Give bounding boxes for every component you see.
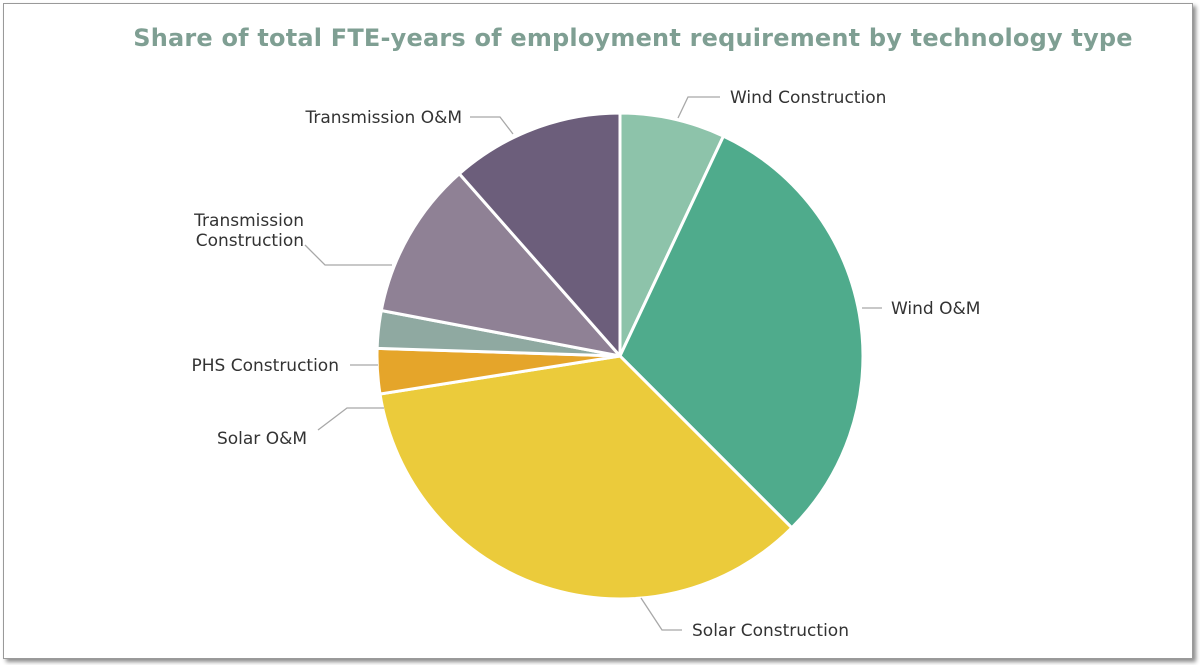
leader-line (640, 597, 682, 631)
slice-label: Solar O&M (217, 429, 307, 449)
slice-label: Construction (196, 231, 304, 251)
pie-slice-transmission-construction (379, 172, 622, 358)
pie-slice-solar-construction (378, 354, 794, 601)
slice-label: Wind Construction (730, 88, 886, 108)
pie-slice-wind-construction (618, 111, 725, 358)
slice-label: Transmission O&M (304, 108, 462, 128)
slice-label: Wind O&M (891, 299, 980, 319)
leader-line (677, 96, 720, 119)
chart-title: Share of total FTE-years of employment r… (133, 24, 1133, 52)
leader-line (304, 244, 392, 266)
pie-labels: Wind Construction Wind O&M Solar Construct… (192, 88, 981, 641)
slice-label: Transmission (193, 211, 304, 231)
slice-label: PHS Construction (192, 356, 339, 376)
pie-slice-wind-o-m (618, 134, 865, 530)
pie-slices (375, 111, 865, 601)
leader-line (317, 407, 384, 431)
slice-label: Solar Construction (692, 621, 849, 641)
leader-line (470, 116, 514, 135)
pie-slice-transmission-o-m (457, 111, 622, 358)
